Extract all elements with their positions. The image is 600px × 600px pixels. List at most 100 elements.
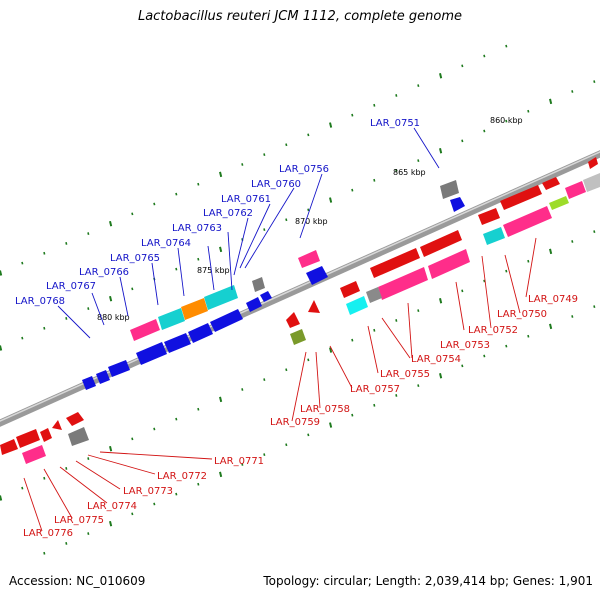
gene-label: LAR_0772 [157,471,207,482]
scale-tick-dot [373,403,376,407]
scale-tick-dot [21,261,24,265]
scale-tick-dot [65,467,68,470]
gene-label: LAR_0755 [380,369,430,380]
scale-tick-dot [109,520,113,527]
scale-tick-dot [131,287,134,291]
scale-tick-dot [43,551,46,555]
scale-tick-label: 875 kbp [197,266,230,275]
gene-label: LAR_0763 [172,223,222,234]
scale-tick-label: 865 kbp [393,168,426,177]
scale-tick-dot [505,44,508,48]
scale-tick-dot [285,143,288,147]
scale-tick-label: 860 kbp [490,116,523,125]
gene-arrow [66,412,84,426]
scale-tick-dot [307,358,310,362]
scale-tick-dot [483,129,486,133]
scale-tick-dot [439,372,443,379]
scale-tick-dot [461,139,464,143]
gene-arrow [286,312,300,328]
gene-arrow [136,342,167,365]
upper-leader-lines [57,127,440,339]
scale-tick-dot [505,269,508,273]
scale-tick-dot [329,197,333,203]
scale-tick-dot [241,388,244,391]
scale-tick-dot [285,368,288,372]
gene-label: LAR_0771 [214,456,264,467]
scale-tick-dot [461,289,464,293]
scale-tick-dot [65,242,68,245]
gene-arrow [0,439,18,455]
lower-leader-lines [23,237,537,532]
gene-label: LAR_0768 [15,296,65,307]
scale-tick-dot [241,163,244,166]
gene-label: LAR_0752 [468,325,518,336]
gene-arrow [246,297,262,312]
scale-tick-dot [417,84,420,87]
gene-box [428,249,470,279]
scale-tick-dot [395,169,398,172]
gene-label: LAR_0774 [87,501,137,512]
scale-tick-dot [527,259,530,263]
gene-arrow [542,177,560,190]
scale-tick-label: 870 kbp [295,217,328,226]
scale-tick-dot [417,309,420,312]
scale-tick-dot [109,445,113,452]
scale-tick-dot [241,463,244,466]
scale-tick-dot [505,344,508,348]
scale-tick-dot [483,279,486,283]
scale-tick-dot [549,248,553,255]
scale-tick-dot [483,54,486,58]
scale-tick-dot [461,364,464,368]
scale-tick-dot [175,267,178,271]
scale-tick-dot [461,64,464,68]
scale-tick-dot [417,384,420,387]
gene-arrow [82,376,96,390]
gene-box [565,181,586,199]
gene-label: LAR_0757 [350,384,400,395]
gene-arrow [164,333,191,353]
gene-arrow [108,360,130,377]
gene-box [298,250,320,268]
gene-arrow [478,208,500,225]
scale-tick-dot [197,182,200,186]
scale-tick-dot [285,443,288,447]
gene-box [483,227,505,245]
scale-tick-dot [153,427,156,431]
scale-tick-dot [417,159,420,162]
scale-tick-dot [527,334,530,338]
gene-arrow [500,185,542,210]
scale-tick-dot [109,295,113,302]
gene-label: LAR_0773 [123,486,173,497]
scale-tick-dot [439,72,443,79]
lower-gene-labels: LAR_0749 LAR_0750 LAR_0752 LAR_0753 LAR_… [23,294,578,539]
scale-tick-dot [0,270,3,276]
gene-features [0,157,600,464]
scale-tick-dot [351,188,354,192]
gene-box [378,267,428,300]
gene-label: LAR_0761 [221,194,271,205]
gene-arrow [340,281,360,298]
scale-tick-dot [571,90,574,93]
tick-dots [0,44,596,555]
gene-label: LAR_0753 [440,340,490,351]
gene-arrow [16,429,40,448]
scale-tick-dot [593,80,596,84]
scale-tick-dot [87,457,90,460]
gene-label: LAR_0760 [251,179,301,190]
scale-tick-dot [351,338,354,342]
gene-arrow [96,370,110,384]
scale-tick-dot [439,147,443,154]
scale-tick-dot [153,502,156,506]
scale-tick-dot [329,122,333,128]
scale-tick-dot [43,476,46,480]
scale-tick-dot [197,407,200,411]
gene-arrow [370,248,420,278]
upper-gene-labels: LAR_0751 LAR_0756 LAR_0760 LAR_0761 LAR_… [15,118,420,307]
scale-tick-dot [0,495,3,501]
gene-box [22,445,46,464]
scale-tick-dot [483,354,486,358]
scale-tick-dot [395,319,398,322]
scale-tick-dot [21,486,24,490]
page-title: Lactobacillus reuteri JCM 1112, complete… [137,9,463,24]
